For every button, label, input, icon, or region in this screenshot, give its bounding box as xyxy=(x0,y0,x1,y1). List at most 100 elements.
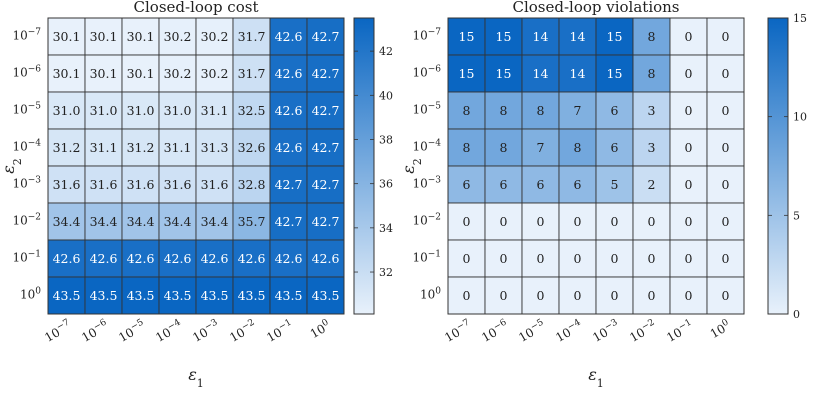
heatmap-cell xyxy=(232,17,271,56)
heatmap-cell xyxy=(595,128,634,167)
heatmap-cell xyxy=(306,54,345,93)
x-tick-label: 10−7 xyxy=(42,317,74,344)
cost-colorbar: 32 34 36 38 40 42 xyxy=(353,17,393,315)
x-tick-label: 10−6 xyxy=(479,317,511,344)
y-tick-label: 10−5 xyxy=(412,102,441,117)
cell-value-label: 31.2 xyxy=(127,140,155,155)
cell-value-label: 34.4 xyxy=(90,214,118,229)
cell-value-label: 6 xyxy=(537,177,545,192)
cell-value-label: 0 xyxy=(685,66,693,81)
y-tick-label: 10−2 xyxy=(412,213,441,228)
x-tick-label: 10−4 xyxy=(153,317,185,344)
heatmap-cell xyxy=(47,239,86,278)
cell-value-label: 31.7 xyxy=(238,66,266,81)
y-tick-label: 10−3 xyxy=(12,176,41,191)
cell-value-label: 32.5 xyxy=(238,103,266,118)
cell-value-label: 34.4 xyxy=(164,214,192,229)
colorbar-tick-label: 42 xyxy=(379,45,393,58)
cell-value-label: 31.1 xyxy=(164,140,192,155)
y-tick-label: 10−6 xyxy=(412,65,441,80)
cell-value-label: 0 xyxy=(611,251,619,266)
colorbar-tick-label: 34 xyxy=(379,222,393,235)
heatmap-cell xyxy=(84,239,123,278)
y-tick-label: 10−6 xyxy=(12,65,41,80)
cell-value-label: 43.5 xyxy=(201,288,229,303)
colorbar-tick-label: 32 xyxy=(379,266,393,279)
heatmap-cell xyxy=(447,54,486,93)
cell-value-label: 43.5 xyxy=(238,288,266,303)
heatmap-cell xyxy=(121,202,160,241)
heatmap-cell xyxy=(195,128,234,167)
x-tick-label: 10−3 xyxy=(590,317,622,344)
heatmap-cell xyxy=(521,202,560,241)
heatmap-cell xyxy=(269,202,308,241)
cell-value-label: 14 xyxy=(533,29,549,44)
cell-value-label: 30.1 xyxy=(53,29,81,44)
cell-value-label: 0 xyxy=(537,288,545,303)
cell-value-label: 0 xyxy=(574,251,582,266)
cost-heatmap: Closed-loop cost 30.1 30.1 30.1 30.2 30.2 31.7… xyxy=(0,0,393,390)
heatmap-cell xyxy=(121,128,160,167)
cell-value-label: 30.1 xyxy=(127,66,155,81)
cell-value-label: 15 xyxy=(607,66,623,81)
colorbar-tick-label: 36 xyxy=(379,178,393,191)
heatmap-cell xyxy=(158,54,197,93)
cell-value-label: 42.7 xyxy=(312,214,340,229)
cell-value-label: 42.6 xyxy=(275,66,303,81)
heatmap-cell xyxy=(669,165,708,204)
heatmap-cell xyxy=(484,128,523,167)
cell-value-label: 31.6 xyxy=(90,177,118,192)
violations-colorbar: 0 5 10 15 xyxy=(767,12,807,321)
heatmap-cell xyxy=(669,91,708,130)
cell-value-label: 0 xyxy=(537,251,545,266)
heatmap-cell xyxy=(706,165,745,204)
heatmap-cell xyxy=(84,17,123,56)
heatmap-cell xyxy=(484,17,523,56)
heatmap-cell xyxy=(484,54,523,93)
cell-value-label: 8 xyxy=(500,103,508,118)
cell-value-label: 8 xyxy=(500,140,508,155)
cell-value-label: 32.6 xyxy=(238,140,266,155)
cell-value-label: 43.5 xyxy=(53,288,81,303)
cost-plot-frame xyxy=(47,17,345,315)
cell-value-label: 0 xyxy=(685,251,693,266)
heatmap-cell xyxy=(195,91,234,130)
cell-value-label: 0 xyxy=(463,288,471,303)
cell-value-label: 0 xyxy=(722,251,730,266)
cell-value-label: 5 xyxy=(611,177,619,192)
cell-value-label: 8 xyxy=(648,29,656,44)
heatmap-cell xyxy=(706,128,745,167)
cell-value-label: 0 xyxy=(722,177,730,192)
cell-value-label: 31.3 xyxy=(201,140,229,155)
cell-value-label: 0 xyxy=(611,214,619,229)
heatmap-cell xyxy=(158,165,197,204)
cell-value-label: 30.1 xyxy=(127,29,155,44)
colorbar-tick-label: 38 xyxy=(379,133,393,146)
heatmap-cell xyxy=(558,276,597,315)
x-tick-label: 10−5 xyxy=(516,317,548,344)
cell-value-label: 42.7 xyxy=(312,66,340,81)
heatmap-cell xyxy=(195,276,234,315)
cell-value-label: 42.7 xyxy=(312,103,340,118)
y-tick-label: 10−4 xyxy=(412,139,441,154)
heatmap-cell xyxy=(195,239,234,278)
cell-value-label: 6 xyxy=(463,177,471,192)
heatmap-cell xyxy=(558,239,597,278)
cell-value-label: 2 xyxy=(648,177,656,192)
cell-value-label: 34.4 xyxy=(201,214,229,229)
heatmap-cell xyxy=(121,239,160,278)
colorbar-tick-label: 15 xyxy=(793,12,807,25)
x-tick-label: 10−2 xyxy=(627,318,659,345)
heatmap-cell xyxy=(121,276,160,315)
cell-value-label: 0 xyxy=(685,214,693,229)
cell-value-label: 30.2 xyxy=(164,29,192,44)
cell-value-label: 43.5 xyxy=(312,288,340,303)
cell-value-label: 8 xyxy=(648,66,656,81)
cell-value-label: 42.6 xyxy=(275,29,303,44)
cell-value-label: 43.5 xyxy=(275,288,303,303)
cell-value-label: 0 xyxy=(722,140,730,155)
cell-value-label: 0 xyxy=(648,288,656,303)
heatmap-cell xyxy=(158,91,197,130)
cell-value-label: 14 xyxy=(570,29,586,44)
